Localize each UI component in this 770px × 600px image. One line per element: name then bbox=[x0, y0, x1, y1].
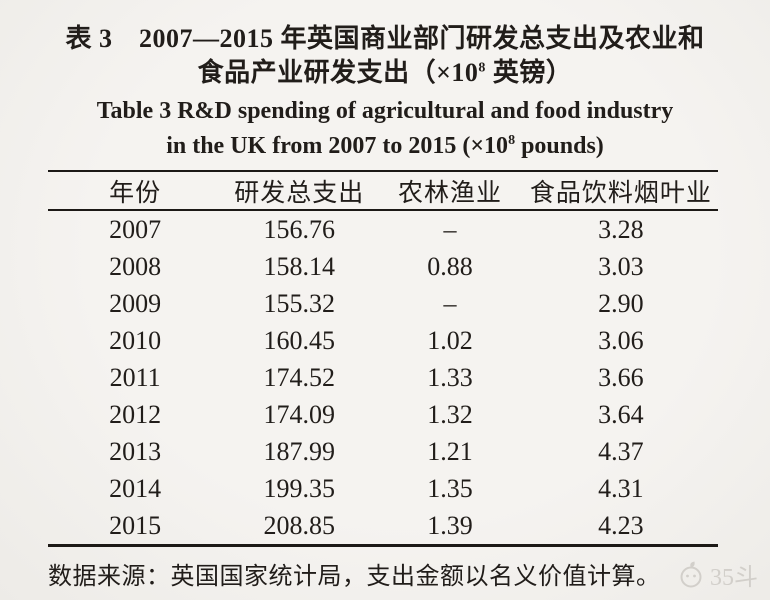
table-cell: 174.09 bbox=[263, 399, 335, 429]
table-cell: 1.21 bbox=[427, 436, 473, 466]
table-cell: 3.28 bbox=[598, 214, 644, 244]
table-row: 2015 208.85 1.39 4.23 bbox=[48, 507, 718, 546]
table-cell: 2009 bbox=[109, 288, 162, 318]
table-cell: 2014 bbox=[109, 473, 162, 503]
table-body: 2007 156.76 – 3.28 2008 158.14 0.88 3.03 2009 155… bbox=[48, 210, 718, 546]
table-cell: 174.52 bbox=[263, 362, 335, 392]
table-header-row: 年份 研发总支出 农林渔业 食品饮料烟叶业 bbox=[48, 171, 718, 211]
table-caption-en-line2: in the UK from 2007 to 2015 (×108 pounds… bbox=[166, 133, 604, 159]
table-cell: 1.33 bbox=[427, 362, 473, 392]
table-cell: 2010 bbox=[109, 325, 162, 355]
table-caption-zh: 表 3 2007—2015 年英国商业部门研发总支出及农业和 食品产业研发支出（… bbox=[20, 22, 750, 90]
table-caption-zh-line1: 表 3 2007—2015 年英国商业部门研发总支出及农业和 bbox=[65, 24, 705, 53]
table-cell: 187.99 bbox=[263, 436, 335, 466]
table-row: 2012 174.09 1.32 3.64 bbox=[48, 396, 718, 433]
table-cell: – bbox=[443, 214, 457, 244]
table-cell: 3.03 bbox=[598, 251, 644, 281]
table-cell: 2007 bbox=[109, 214, 162, 244]
table-row: 2007 156.76 – 3.28 bbox=[48, 210, 718, 248]
table-cell: 2011 bbox=[109, 362, 161, 392]
exponent-superscript: 8 bbox=[508, 133, 516, 148]
table-cell: 160.45 bbox=[263, 325, 335, 355]
column-header-food-beverage-tobacco: 食品饮料烟叶业 bbox=[523, 171, 718, 211]
table-cell: 1.02 bbox=[427, 325, 473, 355]
table-cell: 0.88 bbox=[427, 251, 473, 281]
table-cell: 2008 bbox=[109, 251, 162, 281]
table-cell: 155.32 bbox=[263, 288, 335, 318]
table-cell: 1.32 bbox=[427, 399, 473, 429]
rd-spending-table: 年份 研发总支出 农林渔业 食品饮料烟叶业 2007 156.76–3.28 200… bbox=[48, 170, 718, 547]
table-cell: – bbox=[443, 288, 457, 318]
table-row: 2010 160.45 1.02 3.06 bbox=[48, 322, 718, 359]
table-caption-en-line1: Table 3 R&D spending of agricultural and… bbox=[96, 98, 674, 124]
exponent-superscript: 8 bbox=[478, 60, 486, 76]
table-cell: 3.64 bbox=[598, 399, 644, 429]
watermark-logo-icon bbox=[677, 560, 707, 590]
table-cell: 2013 bbox=[109, 436, 162, 466]
table-cell: 4.37 bbox=[598, 436, 644, 466]
table-row: 2014 199.35 1.35 4.31 bbox=[48, 470, 718, 507]
column-header-total-rd: 研发总支出 bbox=[222, 171, 377, 211]
table-cell: 2.90 bbox=[598, 288, 644, 318]
table-cell: 208.85 bbox=[263, 510, 335, 540]
table-caption-en: Table 3 R&D spending of agricultural and… bbox=[20, 94, 750, 164]
table-caption-zh-line2: 食品产业研发支出（×108 英镑） bbox=[197, 58, 573, 87]
table-cell: 158.14 bbox=[263, 251, 335, 281]
table-cell: 2015 bbox=[109, 510, 162, 540]
table-cell: 1.35 bbox=[427, 473, 473, 503]
table-row: 2011 174.52 1.33 3.66 bbox=[48, 359, 718, 396]
data-source-note: 数据来源：英国国家统计局，支出金额以名义价值计算。 bbox=[48, 564, 661, 590]
column-header-agriculture: 农林渔业 bbox=[376, 171, 524, 211]
table-row: 2008 158.14 0.88 3.03 bbox=[48, 248, 718, 285]
table-cell: 3.66 bbox=[598, 362, 644, 392]
watermark: 35斗 bbox=[677, 557, 758, 592]
table-cell: 3.06 bbox=[598, 325, 644, 355]
watermark-text: 35斗 bbox=[710, 565, 758, 591]
table-cell: 156.76 bbox=[263, 214, 335, 244]
table-cell: 1.39 bbox=[427, 510, 473, 540]
table-cell: 4.23 bbox=[598, 510, 644, 540]
table-row: 2009 155.32 – 2.90 bbox=[48, 285, 718, 322]
column-header-year: 年份 bbox=[48, 171, 223, 211]
table-cell: 2012 bbox=[109, 399, 162, 429]
table-cell: 4.31 bbox=[598, 473, 644, 503]
table-row: 2013 187.99 1.21 4.37 bbox=[48, 433, 718, 470]
table-cell: 199.35 bbox=[263, 473, 335, 503]
